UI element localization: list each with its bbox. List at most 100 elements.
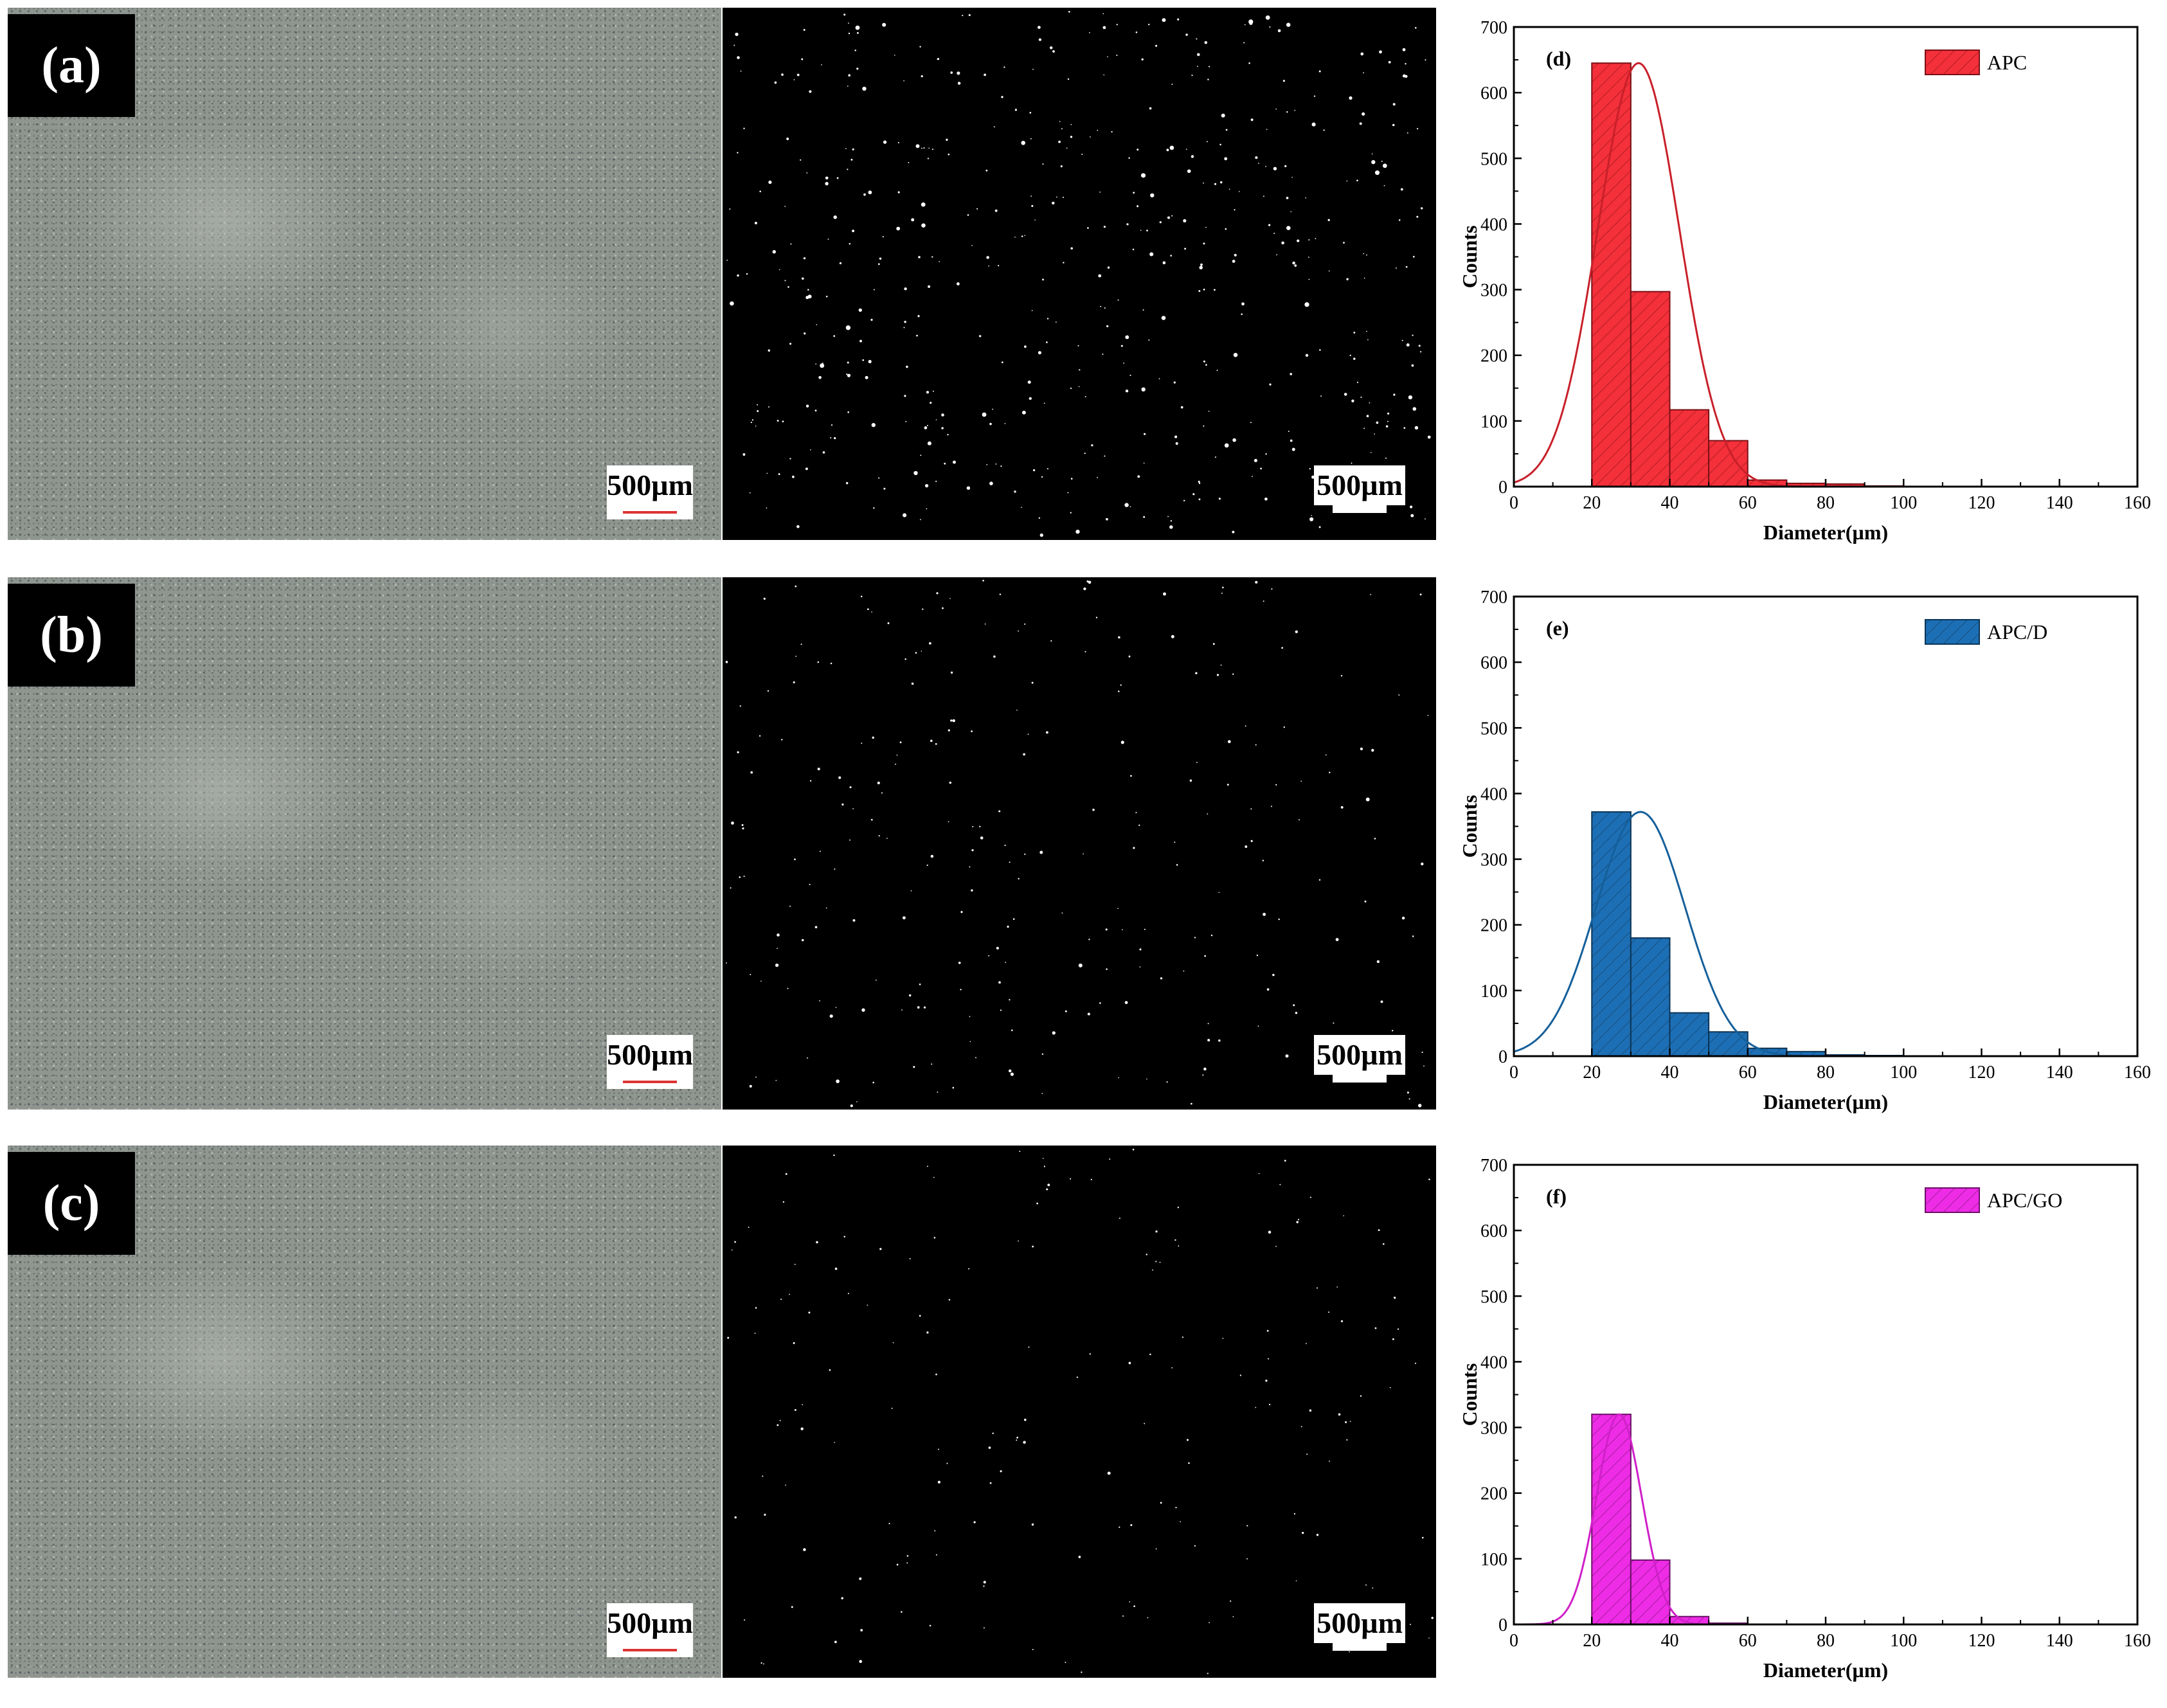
pore-dot — [1428, 1178, 1430, 1181]
pore-dot — [1311, 475, 1315, 479]
pore-dot — [1027, 380, 1031, 384]
x-tick-label: 160 — [2124, 1631, 2151, 1651]
pore-dot — [960, 989, 962, 991]
pore-dot — [754, 222, 757, 224]
pore-dot — [1079, 369, 1081, 371]
pore-dot — [952, 460, 957, 464]
pore-dot — [1007, 926, 1009, 928]
pore-dot — [1081, 1671, 1083, 1673]
pore-dot — [1225, 228, 1227, 230]
pore-dot — [1107, 266, 1110, 269]
pore-dot — [1363, 72, 1364, 74]
pore-dot — [1183, 219, 1187, 222]
pore-dot — [1087, 1012, 1090, 1016]
pore-dot — [1061, 128, 1063, 130]
pore-dot — [789, 1293, 790, 1295]
pore-dot — [918, 256, 921, 258]
pore-dot — [1031, 681, 1034, 684]
pore-dot — [1046, 341, 1048, 343]
pore-dot — [939, 261, 940, 262]
scale-bar-label: 500µm — [607, 1606, 693, 1639]
pore-dot — [1202, 1074, 1204, 1076]
pore-dot — [802, 1404, 804, 1405]
pore-dot — [933, 1176, 935, 1178]
pore-dot — [904, 287, 907, 291]
pore-dot — [800, 1427, 804, 1430]
pore-dot — [859, 339, 862, 343]
pore-dot — [1419, 593, 1422, 596]
pore-dot — [1205, 226, 1207, 228]
pore-dot — [1265, 453, 1267, 455]
pore-dot — [748, 1227, 750, 1228]
pore-dot — [859, 1577, 862, 1580]
pore-dot — [1140, 173, 1146, 178]
pore-dot — [1133, 192, 1135, 194]
pore-dot — [1212, 643, 1215, 645]
pore-dot — [1281, 647, 1283, 649]
pore-dot — [1031, 1523, 1034, 1526]
pore-dot — [1167, 216, 1171, 219]
pore-dot — [744, 1619, 746, 1621]
pore-dot — [1252, 476, 1253, 477]
pore-dot — [1032, 69, 1034, 70]
pore-dot — [847, 411, 849, 413]
pore-dot — [1362, 112, 1365, 116]
pore-dot — [759, 190, 761, 193]
pore-dot — [1421, 862, 1424, 866]
pore-dot — [1070, 512, 1072, 514]
pore-dot — [934, 1530, 936, 1532]
pore-dot — [1129, 374, 1131, 376]
x-axis-title: Diameter(µm) — [1763, 1659, 1888, 1682]
pore-dot — [1249, 21, 1253, 25]
pore-dot — [1052, 1031, 1056, 1035]
pore-dot — [1351, 399, 1354, 402]
pore-dot — [795, 585, 797, 588]
pore-dot — [952, 1086, 955, 1089]
pore-dot — [971, 889, 973, 892]
pore-dot — [1008, 1069, 1012, 1073]
pore-dot — [904, 395, 906, 397]
pore-dot — [909, 1258, 911, 1260]
pore-dot — [1349, 354, 1351, 357]
pore-dot — [871, 818, 873, 821]
pore-dot — [883, 487, 886, 490]
pore-dot — [1306, 1453, 1308, 1455]
pore-dot — [1118, 1077, 1120, 1079]
pore-dot — [764, 1513, 766, 1516]
pore-dot — [754, 1333, 756, 1334]
pore-dot — [847, 373, 851, 377]
y-tick-label: 200 — [1480, 346, 1507, 366]
pore-dot — [1203, 1067, 1207, 1071]
pore-dot — [1392, 1030, 1394, 1032]
row-a: 500µm 500µm (a) 0 20 40 60 80 100 120 140 160 0 10… — [0, 8, 2167, 548]
pore-dot — [725, 660, 728, 663]
pore-dot — [1118, 636, 1120, 639]
pore-dot — [1360, 52, 1364, 56]
pore-dot — [937, 1092, 939, 1093]
pore-dot — [830, 437, 832, 439]
pore-dot — [819, 850, 821, 852]
pore-dot — [839, 262, 842, 265]
pore-dot — [957, 71, 960, 75]
pore-dot — [1262, 859, 1264, 861]
pore-dot — [1171, 1367, 1173, 1369]
pore-dot — [1285, 1054, 1289, 1058]
pore-dot — [1248, 62, 1250, 64]
pore-dot — [1021, 235, 1023, 237]
pore-dot — [1116, 24, 1118, 26]
pore-dot — [1311, 515, 1313, 516]
pore-dot — [926, 1165, 928, 1167]
pore-dot — [944, 462, 946, 465]
pore-dot — [801, 939, 804, 942]
pore-dot — [1294, 109, 1296, 111]
pore-dot — [1374, 838, 1376, 840]
pore-dot — [1178, 1245, 1180, 1247]
pore-dot — [1065, 1010, 1067, 1012]
pore-dot — [796, 73, 800, 76]
pore-dot — [1137, 475, 1140, 478]
pore-dot — [985, 169, 988, 172]
pore-dot — [737, 152, 739, 154]
pore-dot — [872, 736, 874, 739]
pore-dot — [1046, 1188, 1048, 1191]
scale-bar-label: 500µm — [1314, 1035, 1405, 1075]
